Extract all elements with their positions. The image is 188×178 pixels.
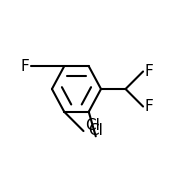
Text: Cl: Cl xyxy=(88,123,103,138)
Text: Cl: Cl xyxy=(85,118,100,133)
Text: F: F xyxy=(145,64,154,79)
Text: F: F xyxy=(20,59,29,74)
Text: F: F xyxy=(145,99,154,114)
